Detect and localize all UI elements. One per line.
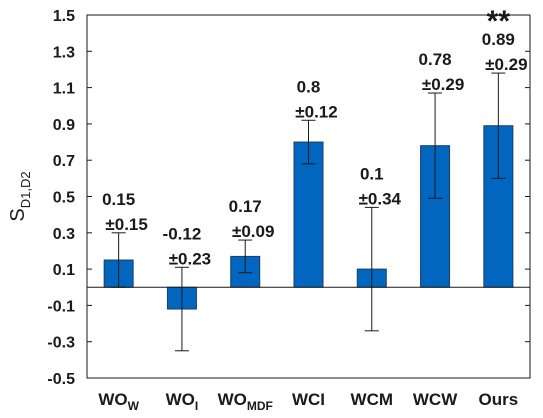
data-label-value: 0.17 [229,197,262,216]
y-tick-label: 0.5 [53,190,75,207]
significance-marker: ** [487,5,511,38]
x-tick-label: WOW [98,390,139,413]
y-axis-label: SD1,D2 [7,171,33,221]
y-tick-label: 1.5 [53,8,75,25]
data-label-value: 0.78 [419,50,452,69]
y-tick-label: -0.3 [47,335,75,352]
data-label-error: ±0.09 [232,222,274,241]
y-axis-label-main: S [7,208,29,221]
data-label-value: 0.8 [297,77,321,96]
y-axis-label-sub: D1,D2 [18,171,33,208]
data-label-error: ±0.34 [359,189,402,208]
y-tick-label: -0.5 [47,371,75,388]
data-label-value: -0.12 [163,224,202,243]
data-label-error: ±0.29 [485,55,527,74]
data-label-error: ±0.15 [105,215,147,234]
y-tick-label: 1.1 [53,81,75,98]
data-label-error: ±0.29 [422,75,464,94]
data-label-value: 0.89 [482,30,515,49]
x-tick-label: WCI [292,390,325,409]
x-tick-label: Ours [479,390,519,409]
y-tick-label: 0.9 [53,117,75,134]
x-tick-label: WOI [166,390,199,413]
x-tick-label: WCM [351,390,393,409]
x-tick-label: WOMDF [218,390,273,413]
y-tick-label: 1.3 [53,44,75,61]
data-label-error: ±0.23 [169,249,211,268]
y-tick-label: -0.1 [47,298,75,315]
y-tick-label: 0.3 [53,226,75,243]
x-tick-label: WCW [413,390,458,409]
data-label-value: 0.1 [360,164,384,183]
y-tick-label: 0.1 [53,262,75,279]
bar [293,141,324,288]
data-label-error: ±0.12 [295,102,337,121]
data-label-value: 0.15 [102,190,135,209]
y-tick-label: 0.7 [53,153,75,170]
